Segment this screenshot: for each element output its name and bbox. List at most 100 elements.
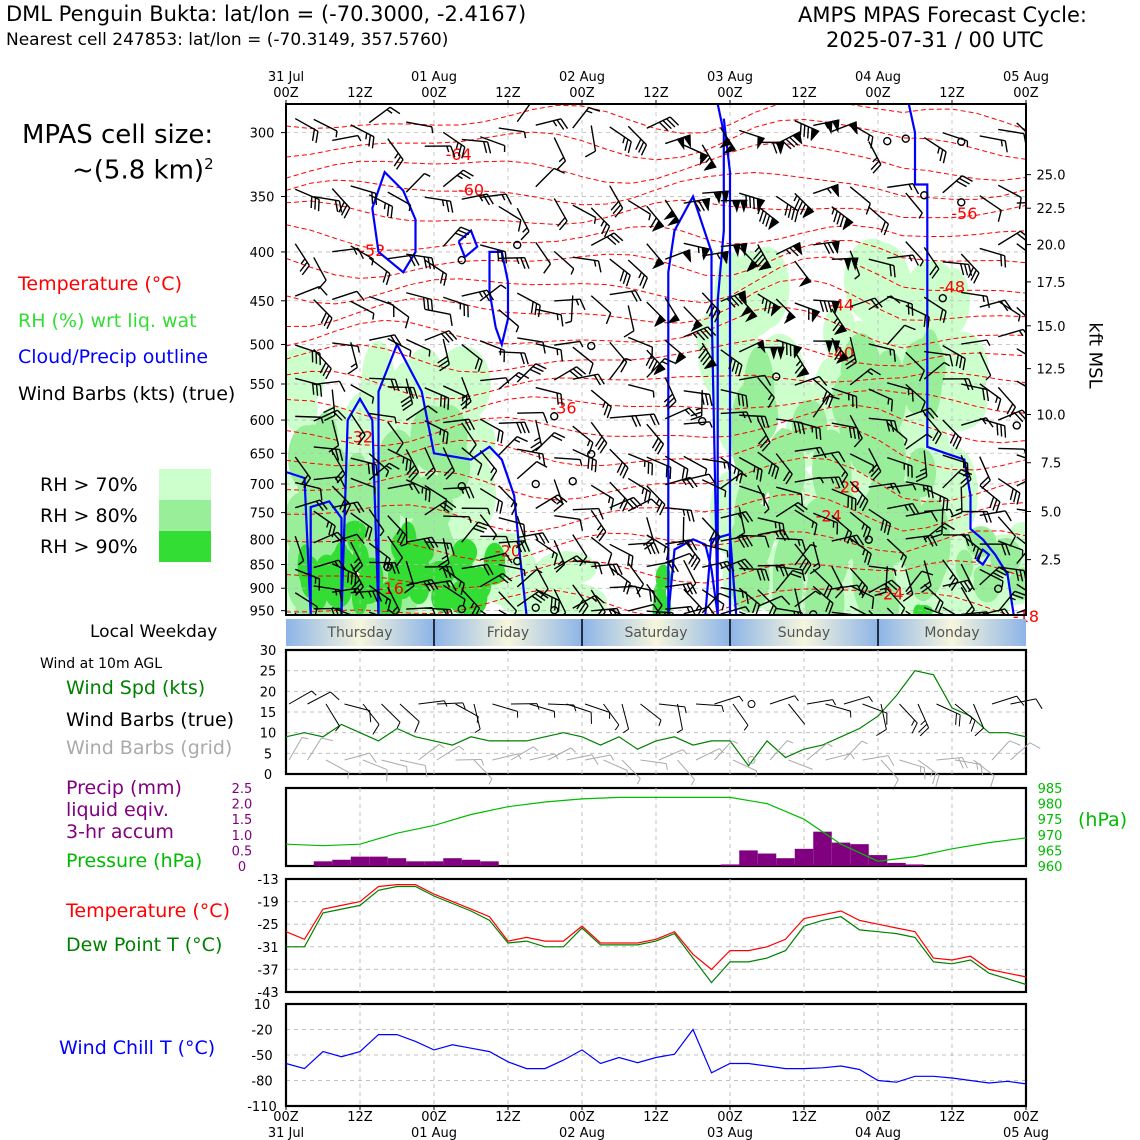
barb-shaft xyxy=(936,703,961,716)
wind-barb xyxy=(590,232,624,246)
barb-half xyxy=(326,521,330,528)
barb-full xyxy=(324,414,336,422)
wind-barb xyxy=(609,481,629,512)
barb-shaft xyxy=(942,344,966,360)
barb-shaft xyxy=(498,371,520,390)
barb-full xyxy=(720,252,728,264)
barb-full xyxy=(504,552,513,564)
barb-half xyxy=(681,479,687,486)
weekday-cell xyxy=(730,619,878,646)
barb-full xyxy=(803,125,806,137)
barb-shaft xyxy=(757,589,777,609)
barb-half xyxy=(745,606,750,613)
barb-shaft xyxy=(942,579,969,587)
barb-full xyxy=(319,362,327,374)
barb-shaft xyxy=(461,289,488,297)
barb-full xyxy=(918,370,926,382)
barb-full xyxy=(654,315,661,327)
wind-barb xyxy=(905,510,938,522)
barb-half xyxy=(1029,594,1034,600)
barb-full xyxy=(764,299,768,312)
wind-barb xyxy=(461,422,477,455)
barb-shaft xyxy=(492,753,518,761)
barb-shaft xyxy=(720,558,746,570)
barb-shaft xyxy=(535,494,559,509)
barb-full xyxy=(794,197,801,210)
barb-full xyxy=(515,540,526,549)
wind-barb xyxy=(424,447,437,480)
precip-bar xyxy=(905,864,925,866)
wind-barb xyxy=(979,299,1013,312)
legend-rh90: RH > 90% xyxy=(40,536,138,558)
barb-full xyxy=(556,217,566,227)
barb-full xyxy=(461,400,472,410)
barb-half xyxy=(462,393,469,399)
barb-full xyxy=(623,330,635,338)
wind-barb xyxy=(517,448,546,466)
barb-shaft xyxy=(979,456,991,481)
barb-full xyxy=(872,470,882,481)
barb-full xyxy=(671,561,679,573)
barb-half xyxy=(405,387,409,394)
barb-full xyxy=(647,491,652,504)
barb-half xyxy=(462,702,466,709)
barb-full xyxy=(867,553,872,566)
wind-barb xyxy=(663,199,681,226)
barb-shaft xyxy=(664,455,689,470)
barb-shaft xyxy=(498,540,525,544)
barb-pennant xyxy=(714,191,723,205)
wind-barb xyxy=(887,502,920,515)
barb-full xyxy=(949,432,956,444)
legend-wind-speed: Wind Spd (kts) xyxy=(66,677,206,699)
wind-barb xyxy=(350,541,364,575)
barb-full xyxy=(834,588,844,599)
barb-half xyxy=(695,407,703,411)
isotherm-group xyxy=(286,104,1026,615)
barb-pennant xyxy=(663,209,677,221)
barb-shaft xyxy=(590,389,612,408)
wind-barb xyxy=(572,373,605,386)
legend-liquid: liquid eqiv. xyxy=(66,799,169,821)
barb-full xyxy=(523,524,526,537)
barb-shaft xyxy=(362,759,388,771)
wind-barb xyxy=(683,421,713,428)
barb-shaft xyxy=(812,395,829,418)
wind-barb xyxy=(923,246,940,279)
calm-circle xyxy=(920,191,929,200)
barb-full xyxy=(806,126,810,139)
wind-barb xyxy=(387,386,419,399)
barb-full xyxy=(335,608,341,615)
top-time-label: 00Z xyxy=(1013,86,1039,101)
legend-temperature: Temperature (°C) xyxy=(18,273,182,295)
wind-barb xyxy=(864,535,873,544)
barb-shaft xyxy=(350,541,364,566)
barb-shaft xyxy=(406,292,432,301)
wind-barb xyxy=(849,585,875,609)
barb-half xyxy=(943,361,951,367)
barb-full xyxy=(536,460,548,468)
wind-barb xyxy=(535,118,569,130)
windchill-ytick-label: -110 xyxy=(247,1100,277,1115)
barb-full xyxy=(439,363,450,372)
barb-full xyxy=(440,333,450,343)
barb-half xyxy=(926,433,933,439)
barb-shaft xyxy=(517,337,544,343)
wind-barb xyxy=(979,351,992,381)
barb-shaft xyxy=(997,230,1021,246)
barb-shaft xyxy=(868,388,893,401)
wind-barb xyxy=(590,295,612,325)
barb-shaft xyxy=(794,509,818,525)
barb-half xyxy=(753,466,756,473)
barb-full xyxy=(955,438,962,450)
barb-shaft xyxy=(905,304,930,318)
barb-full xyxy=(789,247,799,257)
calm-circle xyxy=(901,134,910,143)
barb-pennant xyxy=(667,215,681,226)
barb-shaft xyxy=(1016,306,1026,326)
barb-full xyxy=(703,327,713,338)
barb-full xyxy=(439,394,442,407)
wind-barb xyxy=(535,386,563,406)
barb-shaft xyxy=(720,349,743,366)
barb-full xyxy=(658,121,669,131)
wind-barb xyxy=(645,349,666,376)
